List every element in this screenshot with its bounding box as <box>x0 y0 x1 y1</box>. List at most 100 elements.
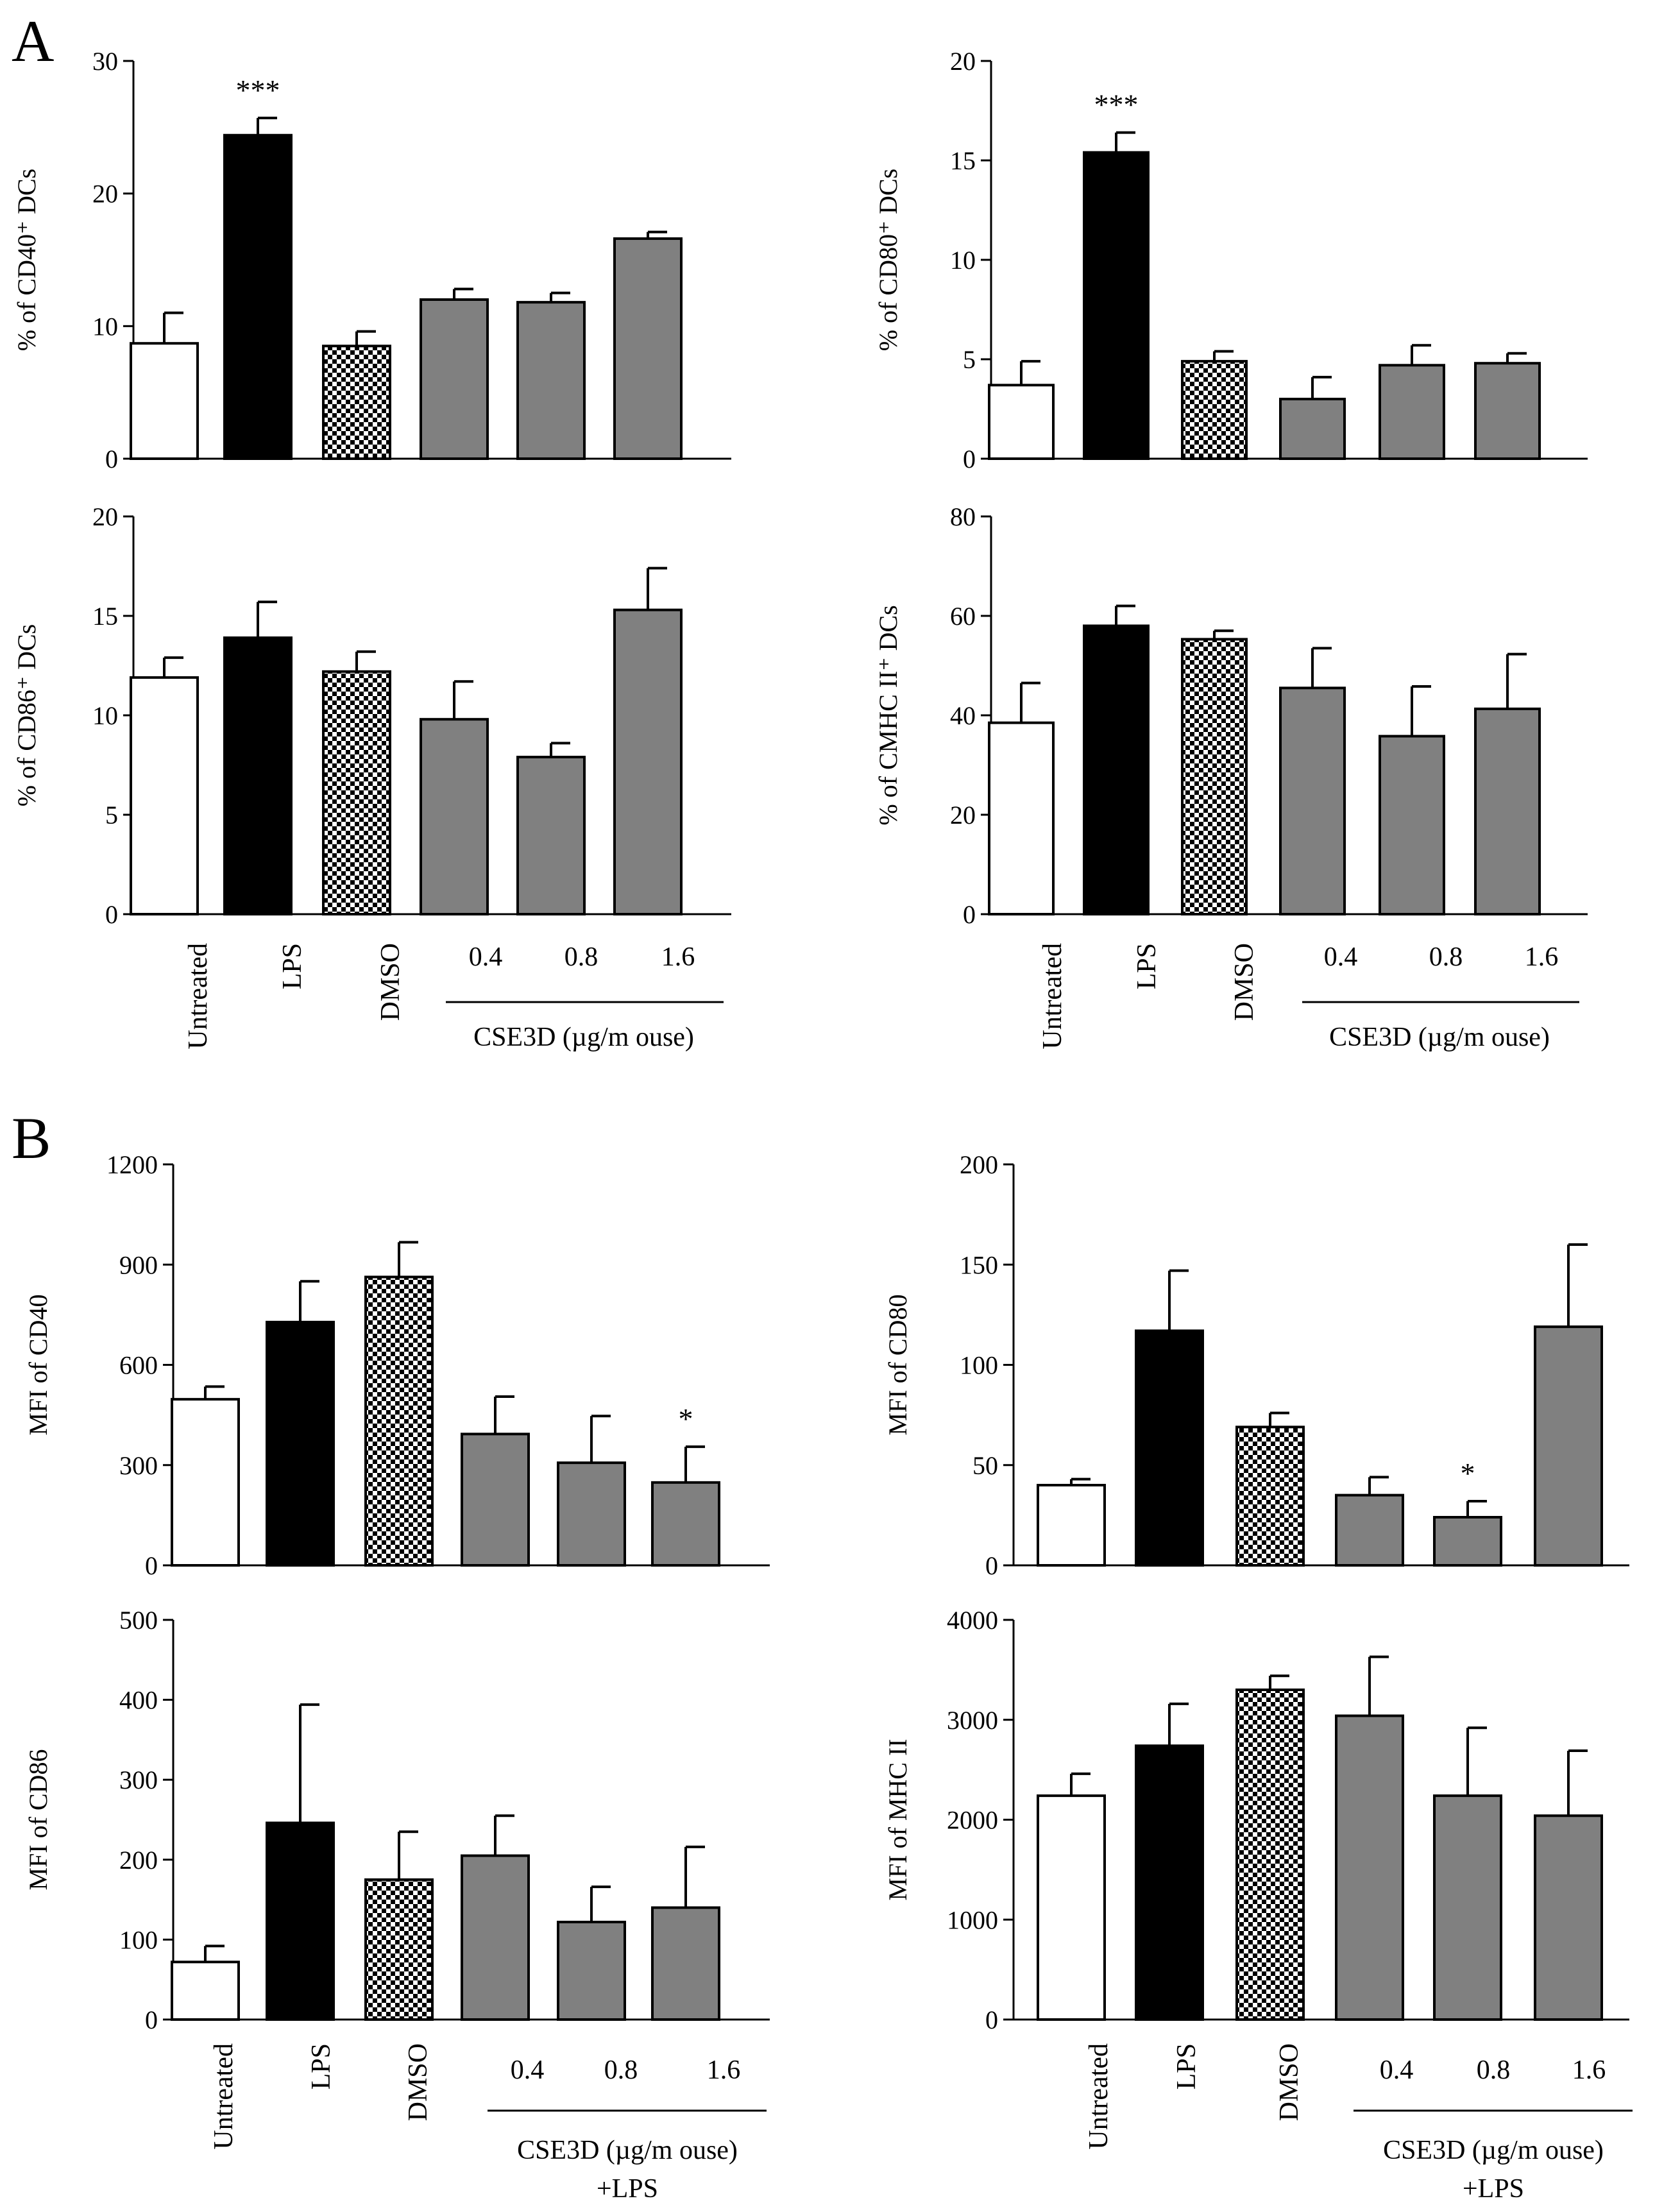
significance-marker: *** <box>236 74 280 106</box>
category-label-dose-1-6: 1.6 <box>1572 2055 1606 2085</box>
y-tick-label: 0 <box>145 1551 158 1580</box>
bar-lps <box>1135 1744 1204 2021</box>
category-label-dose-0-8: 0.8 <box>604 2055 638 2085</box>
chart-b1-cd40-mfi: 0 300 600 900 1200 MFI of CD40 * <box>24 1150 770 1580</box>
bar-lps <box>1135 1329 1204 1567</box>
bar-1-6 <box>651 1906 720 2021</box>
bar-dmso <box>364 1878 434 2021</box>
chart-b4-mhcii-mfi: 0 1000 2000 3000 4000 MFI of MHC II <box>883 1606 1629 2034</box>
category-label-dose-0-8: 0.8 <box>1429 942 1463 972</box>
bar-0-8 <box>1379 364 1445 460</box>
y-axis-title: % of CMHC II⁺ DCs <box>874 605 903 825</box>
y-tick-label: 50 <box>972 1451 998 1480</box>
category-labels-a-right: Untreated LPS DMSO 0.4 0.8 1.6 CSE3D (µg… <box>1038 942 1579 1052</box>
y-tick-label: 0 <box>145 2005 158 2034</box>
bar-untreated <box>988 384 1055 460</box>
category-label-untreated: Untreated <box>183 943 213 1050</box>
y-tick-label: 300 <box>119 1451 158 1480</box>
bar-untreated <box>171 1961 240 2021</box>
y-tick-label: 400 <box>119 1686 158 1715</box>
y-axis-title: MFI of CD86 <box>24 1749 53 1890</box>
y-tick-label: 30 <box>92 47 118 76</box>
bar-dmso <box>1181 638 1248 915</box>
category-label-lps: LPS <box>307 2043 336 2089</box>
bar-lps <box>1083 151 1150 460</box>
category-label-dose-1-6: 1.6 <box>707 2055 741 2085</box>
bar-1-6 <box>613 237 683 460</box>
y-tick-label: 0 <box>985 1551 998 1580</box>
bar-lps <box>266 1821 335 2021</box>
bar-untreated <box>1037 1794 1106 2021</box>
bar-0-4 <box>1335 1714 1404 2021</box>
category-label-dose-1-6: 1.6 <box>1525 942 1559 972</box>
bar-lps <box>223 636 293 915</box>
bar-dmso <box>1235 1425 1305 1567</box>
y-tick-label: 1200 <box>106 1150 158 1179</box>
y-tick-label: 0 <box>963 445 976 473</box>
y-tick-label: 100 <box>960 1351 998 1380</box>
significance-marker: *** <box>1094 89 1139 121</box>
y-tick-label: 20 <box>950 47 976 76</box>
group-label-lps: +LPS <box>1463 2174 1524 2204</box>
y-tick-label: 40 <box>950 701 976 730</box>
bar-dmso <box>322 670 391 916</box>
category-label-dose-0-8: 0.8 <box>564 942 598 972</box>
category-label-dose-0-4: 0.4 <box>1380 2055 1414 2085</box>
bar-0-8 <box>1433 1794 1502 2021</box>
y-tick-label: 200 <box>119 1846 158 1875</box>
y-tick-label: 80 <box>950 502 976 531</box>
category-label-dmso: DMSO <box>1230 943 1259 1021</box>
category-label-dmso: DMSO <box>1275 2043 1304 2121</box>
y-tick-label: 5 <box>105 801 118 830</box>
chart-a1-cd40-percent: 0 10 20 30 % of CD40⁺ DCs *** <box>12 47 731 473</box>
y-tick-label: 4000 <box>947 1606 998 1635</box>
category-label-dose-0-4: 0.4 <box>1324 942 1358 972</box>
bar-0-8 <box>557 1920 626 2021</box>
bar-0-4 <box>1279 398 1346 460</box>
category-label-lps: LPS <box>278 943 307 989</box>
panel-letter-b: B <box>12 1105 51 1171</box>
bar-0-4 <box>420 298 489 460</box>
y-tick-label: 200 <box>960 1150 998 1179</box>
significance-marker: * <box>679 1402 693 1435</box>
y-tick-label: 2000 <box>947 1806 998 1835</box>
bar-0-8 <box>1433 1516 1502 1567</box>
group-label-cse3d: CSE3D (µg/m ouse) <box>517 2136 738 2165</box>
category-labels-a-left: Untreated LPS DMSO 0.4 0.8 1.6 CSE3D (µg… <box>183 942 724 1052</box>
group-label-cse3d: CSE3D (µg/m ouse) <box>1383 2136 1604 2165</box>
category-label-lps: LPS <box>1132 943 1162 989</box>
y-tick-label: 300 <box>119 1765 158 1794</box>
bar-dmso <box>322 345 391 460</box>
y-tick-label: 0 <box>105 900 118 929</box>
bar-0-8 <box>516 301 586 460</box>
y-axis-title: % of CD86⁺ DCs <box>12 624 41 806</box>
y-axis-title: MFI of CD80 <box>883 1294 912 1435</box>
chart-a2-cd80-percent: 0 5 10 15 20 % of CD80⁺ DCs *** <box>874 47 1588 473</box>
bar-untreated <box>1037 1484 1106 1567</box>
chart-a4-mhcii-percent: 0 20 40 60 80 % of CMHC II⁺ DCs <box>874 502 1588 929</box>
category-label-lps: LPS <box>1172 2043 1201 2089</box>
bar-dmso <box>364 1275 434 1567</box>
bar-1-6 <box>1474 707 1541 916</box>
group-label-cse3d: CSE3D (µg/m ouse) <box>1329 1023 1550 1052</box>
y-tick-label: 0 <box>105 445 118 473</box>
y-tick-label: 900 <box>119 1250 158 1279</box>
bar-dmso <box>1235 1689 1305 2021</box>
bar-1-6 <box>1474 362 1541 461</box>
panel-letter-a: A <box>12 8 54 74</box>
y-axis-title: % of CD80⁺ DCs <box>874 169 903 351</box>
y-tick-label: 20 <box>950 801 976 830</box>
bar-0-4 <box>1335 1493 1404 1567</box>
y-tick-label: 10 <box>92 701 118 730</box>
y-tick-label: 5 <box>963 345 976 374</box>
y-tick-label: 3000 <box>947 1706 998 1735</box>
category-label-dose-0-8: 0.8 <box>1477 2055 1511 2085</box>
y-tick-label: 600 <box>119 1351 158 1380</box>
group-label-lps: +LPS <box>597 2174 658 2204</box>
category-label-dmso: DMSO <box>376 943 405 1021</box>
bar-untreated <box>130 676 199 915</box>
y-tick-label: 150 <box>960 1250 998 1279</box>
bar-1-6 <box>1534 1325 1603 1567</box>
y-tick-label: 0 <box>985 2005 998 2034</box>
bar-0-4 <box>420 718 489 915</box>
